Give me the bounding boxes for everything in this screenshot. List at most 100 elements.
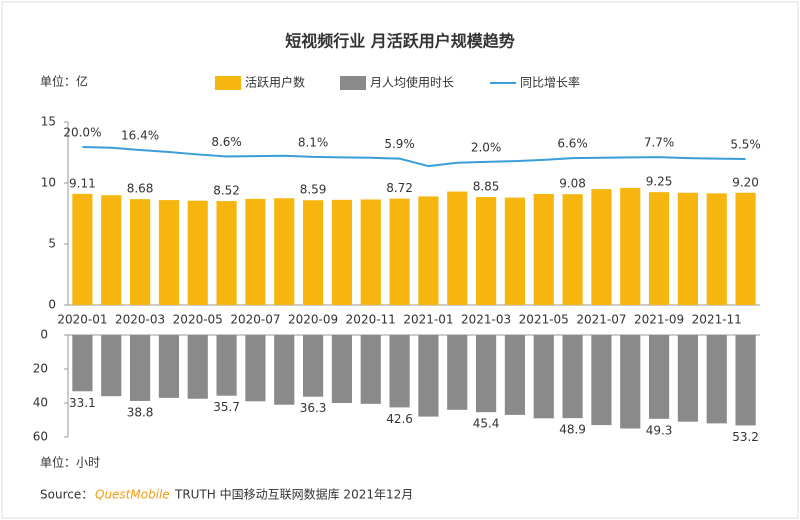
line: [82, 145, 746, 168]
legend-swatch: [340, 76, 366, 90]
x-tick-label: 2021-01: [403, 313, 453, 327]
bar: [735, 192, 756, 305]
bar: [418, 196, 439, 305]
bar: [648, 192, 670, 305]
data-label: 5.5%: [730, 138, 761, 152]
bar: [274, 335, 295, 405]
data-label: 2.0%: [471, 140, 502, 154]
bar: [72, 335, 93, 392]
bar: [129, 335, 151, 401]
data-label: 9.11: [69, 176, 96, 190]
y-tick-label: 40: [33, 396, 48, 410]
bar: [331, 199, 353, 305]
legend-label: 月人均使用时长: [370, 75, 454, 90]
x-tick-label: 2020-05: [173, 313, 223, 327]
bar: [245, 198, 266, 305]
data-label: 35.7: [213, 400, 240, 414]
bar: [216, 335, 237, 396]
bar: [187, 335, 208, 399]
y-tick-label: 20: [33, 362, 48, 376]
data-label: 8.6%: [211, 135, 242, 149]
bar: [418, 335, 439, 417]
bar: [504, 197, 526, 305]
bar: [620, 335, 641, 429]
chart-title: 短视频行业 月活跃用户规模趋势: [285, 32, 515, 51]
bar: [677, 335, 699, 422]
bar: [648, 335, 670, 419]
data-label: 48.9: [559, 423, 586, 437]
bar: [706, 335, 727, 424]
y-tick-label: 60: [33, 430, 48, 444]
bar: [158, 335, 180, 398]
y-axis-unit: 单位：小时: [40, 455, 100, 470]
x-tick-label: 2020-11: [346, 313, 396, 327]
bar: [158, 200, 180, 305]
bar: [475, 197, 497, 305]
bar: [677, 192, 699, 305]
y-tick-label: 0: [40, 328, 48, 342]
source-brand: QuestMobile: [95, 488, 170, 502]
data-label: 38.8: [127, 405, 154, 419]
data-label: 45.4: [473, 417, 500, 431]
bar: [129, 199, 151, 305]
bar: [302, 200, 324, 305]
data-label: 36.3: [300, 401, 327, 415]
x-tick-label: 2021-09: [634, 313, 684, 327]
data-label: 8.52: [213, 184, 240, 198]
bar: [504, 335, 526, 415]
bar: [447, 335, 468, 410]
data-label: 49.3: [646, 423, 673, 437]
bar: [360, 199, 381, 305]
bar: [620, 187, 641, 305]
data-label: 8.59: [300, 183, 327, 197]
bar: [447, 191, 468, 305]
data-label: 42.6: [386, 412, 413, 426]
bar: [591, 335, 612, 426]
x-tick-label: 2020-01: [57, 313, 107, 327]
bar: [389, 198, 410, 305]
bar: [389, 335, 410, 408]
bar: [706, 193, 727, 305]
bar: [245, 335, 266, 402]
bar: [187, 200, 208, 305]
x-tick-label: 2020-07: [230, 313, 280, 327]
x-tick-label: 2021-11: [692, 313, 742, 327]
x-tick-label: 2021-03: [461, 313, 511, 327]
bar: [533, 193, 554, 305]
bar: [475, 335, 497, 413]
y-tick-label: 5: [48, 237, 56, 251]
bar: [360, 335, 381, 404]
data-label: 20.0%: [63, 125, 101, 139]
data-label: 8.72: [386, 181, 413, 195]
bar: [302, 335, 324, 397]
data-label: 16.4%: [121, 128, 159, 142]
x-tick-label: 2021-07: [576, 313, 626, 327]
bar: [562, 335, 583, 419]
bar: [216, 201, 237, 305]
x-tick-label: 2020-09: [288, 313, 338, 327]
legend-label: 同比增长率: [520, 75, 580, 90]
data-label: 7.7%: [644, 136, 675, 150]
data-label: 8.85: [473, 180, 500, 194]
legend-swatch: [215, 76, 241, 90]
data-label: 33.1: [69, 396, 96, 410]
bar: [591, 189, 612, 305]
y-tick-label: 10: [41, 176, 56, 190]
bar: [533, 335, 554, 419]
bar: [562, 194, 583, 305]
source-text: TRUTH 中国移动互联网数据库 2021年12月: [174, 487, 413, 502]
x-tick-label: 2021-05: [519, 313, 569, 327]
x-tick-label: 2020-03: [115, 313, 165, 327]
data-label: 8.1%: [298, 135, 329, 149]
legend-label: 活跃用户数: [245, 75, 305, 90]
data-label: 9.25: [646, 175, 673, 189]
bar: [274, 198, 295, 305]
y-axis-unit: 单位：亿: [40, 74, 88, 89]
data-label: 53.2: [732, 430, 759, 444]
y-tick-label: 15: [41, 115, 56, 129]
y-tick-label: 0: [48, 298, 56, 312]
data-label: 9.20: [732, 175, 759, 189]
data-label: 8.68: [127, 182, 154, 196]
